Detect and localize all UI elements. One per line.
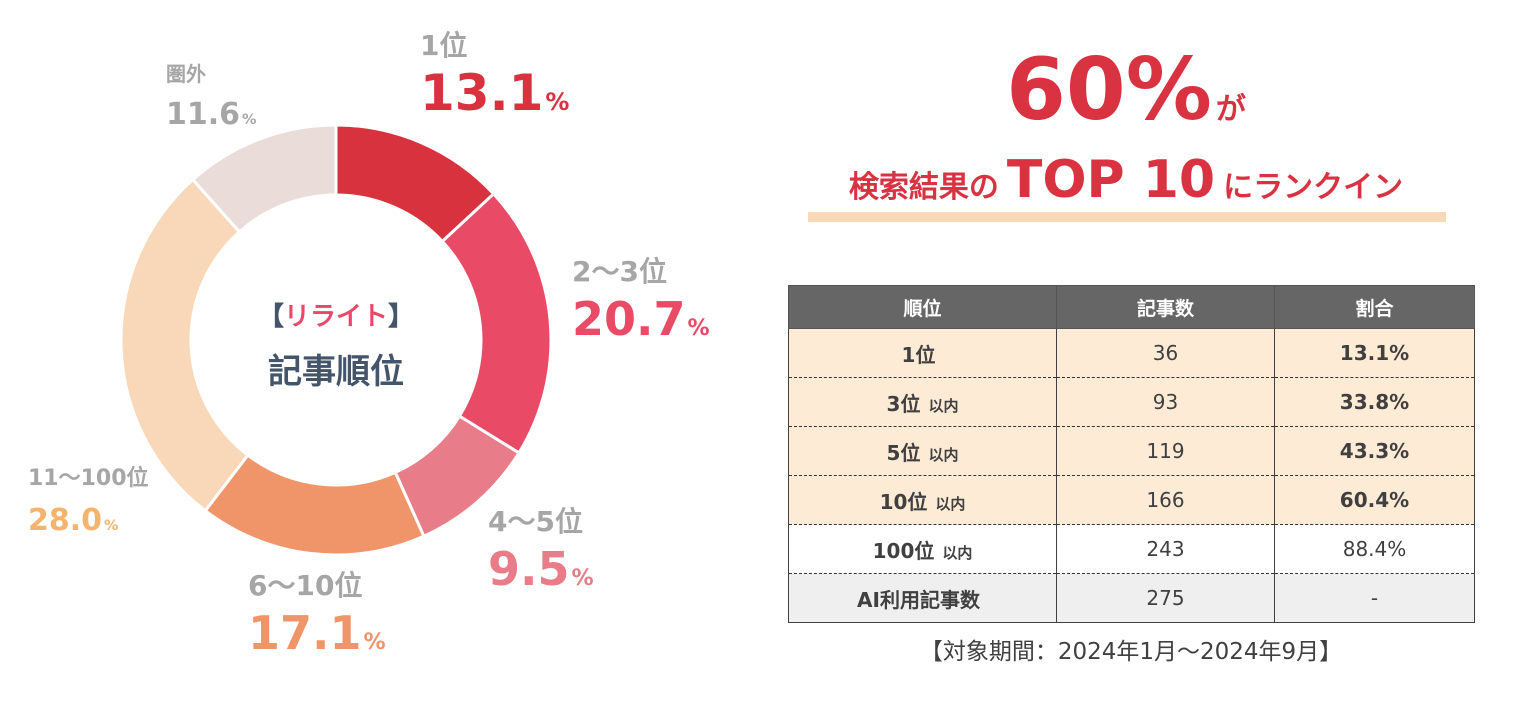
slice-label-5: 11〜100位 28.0% (28, 466, 149, 538)
count-cell: 93 (1056, 377, 1275, 427)
donut-chart (119, 123, 553, 557)
ratio-cell: 60.4% (1274, 475, 1475, 525)
chart-title: 記事順位 (268, 352, 404, 392)
table-row: 100位 以内 243 88.4% (788, 524, 1475, 574)
headline-suffix: が (1215, 92, 1246, 127)
ratio-cell: 88.4% (1274, 524, 1475, 574)
ratio-cell: 33.8% (1274, 377, 1475, 427)
count-cell: 36 (1056, 328, 1275, 378)
rank-cell: AI利用記事数 (788, 573, 1057, 623)
count-cell: 275 (1056, 573, 1275, 623)
slice-label-6: 圏外 11.6% (166, 62, 257, 132)
header-ratio: 割合 (1274, 285, 1475, 329)
rank-cell: 100位 以内 (788, 524, 1057, 574)
headline-percentage: 60% が (806, 40, 1446, 160)
slice-label-4: 6〜10位 17.1% (248, 569, 386, 660)
rank-cell: 10位 以内 (788, 475, 1057, 525)
count-cell: 243 (1056, 524, 1275, 574)
donut-slice-5 (119, 177, 250, 513)
rank-cell: 5位 以内 (788, 426, 1057, 476)
count-cell: 166 (1056, 475, 1275, 525)
chart-subtitle: 【リライト】 (257, 302, 415, 332)
slice-label-2: 2〜3位 20.7% (572, 255, 710, 346)
table-row: AI利用記事数 275 - (788, 573, 1475, 623)
rank-cell: 1位 (788, 328, 1057, 378)
target-period: 【対象期間：2024年1月〜2024年9月】 (919, 639, 1343, 665)
header-count: 記事数 (1056, 285, 1275, 329)
ratio-cell: - (1274, 573, 1475, 623)
slice-label-3: 4〜5位 9.5% (488, 505, 594, 596)
table-row: 5位 以内 119 43.3% (788, 426, 1475, 476)
rank-cell: 3位 以内 (788, 377, 1057, 427)
donut-slice-6 (190, 123, 338, 234)
ratio-cell: 13.1% (1274, 328, 1475, 378)
table-row: 10位 以内 166 60.4% (788, 475, 1475, 525)
ratio-cell: 43.3% (1274, 426, 1475, 476)
headline-big: 60% (1006, 40, 1212, 140)
headline-subtext: 検索結果の TOP 10 にランクイン (848, 150, 1404, 210)
headline-top10: TOP 10 (1006, 150, 1216, 210)
donut-slice-2 (440, 191, 553, 455)
table-row: 3位 以内 93 33.8% (788, 377, 1475, 427)
table-header-row: 順位 記事数 割合 (788, 285, 1475, 329)
table-row: 1位 36 13.1% (788, 328, 1475, 378)
header-rank: 順位 (788, 285, 1057, 329)
slice-label-1: 1位 13.1% (420, 29, 570, 122)
headline-underline (808, 212, 1446, 222)
count-cell: 119 (1056, 426, 1275, 476)
ranking-table: 順位 記事数 割合 1位 36 13.1% 3位 以内 93 33.8% 5位 以内… (788, 285, 1475, 623)
